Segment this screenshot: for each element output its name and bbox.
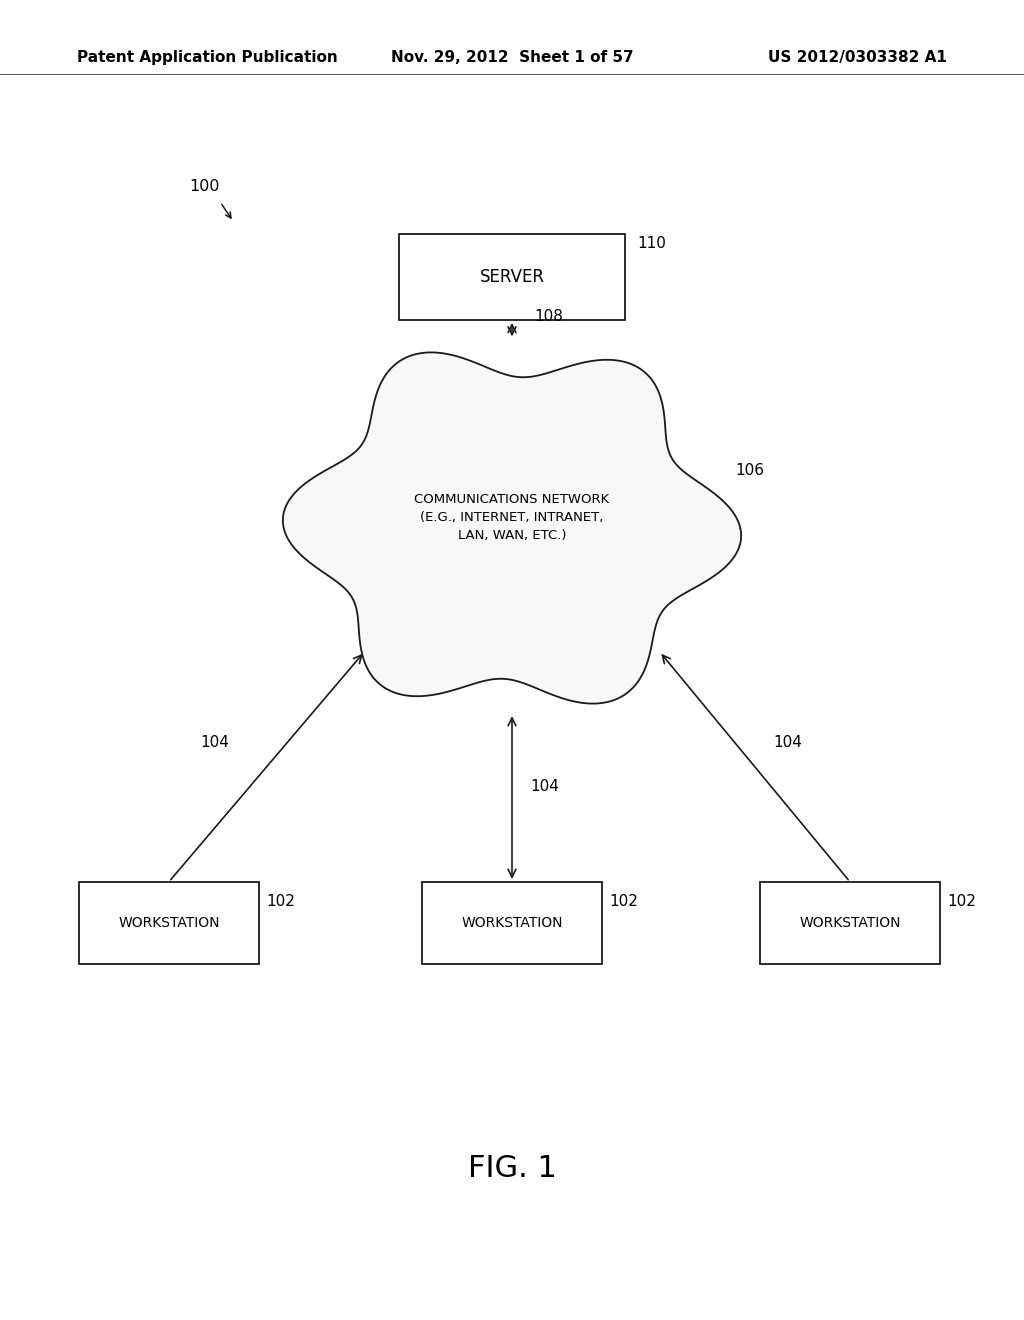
Text: 106: 106 bbox=[735, 463, 764, 478]
Text: COMMUNICATIONS NETWORK
(E.G., INTERNET, INTRANET,
LAN, WAN, ETC.): COMMUNICATIONS NETWORK (E.G., INTERNET, … bbox=[415, 492, 609, 543]
Bar bbox=[399, 235, 625, 319]
Polygon shape bbox=[283, 352, 741, 704]
Text: US 2012/0303382 A1: US 2012/0303382 A1 bbox=[768, 50, 947, 65]
Text: FIG. 1: FIG. 1 bbox=[468, 1154, 556, 1183]
Text: 104: 104 bbox=[201, 735, 229, 750]
Text: 102: 102 bbox=[266, 895, 296, 909]
Bar bbox=[760, 882, 940, 964]
Text: 104: 104 bbox=[530, 779, 559, 793]
Text: 100: 100 bbox=[189, 180, 220, 194]
Text: 104: 104 bbox=[773, 735, 802, 750]
Text: 102: 102 bbox=[948, 895, 977, 909]
Text: 108: 108 bbox=[535, 309, 563, 323]
Text: Patent Application Publication: Patent Application Publication bbox=[77, 50, 338, 65]
Bar bbox=[422, 882, 601, 964]
Text: WORKSTATION: WORKSTATION bbox=[118, 916, 220, 929]
Text: WORKSTATION: WORKSTATION bbox=[799, 916, 901, 929]
Text: 102: 102 bbox=[610, 895, 639, 909]
Text: WORKSTATION: WORKSTATION bbox=[461, 916, 563, 929]
Bar bbox=[80, 882, 258, 964]
Text: 110: 110 bbox=[637, 236, 666, 251]
Text: Nov. 29, 2012  Sheet 1 of 57: Nov. 29, 2012 Sheet 1 of 57 bbox=[391, 50, 633, 65]
Text: SERVER: SERVER bbox=[479, 268, 545, 286]
